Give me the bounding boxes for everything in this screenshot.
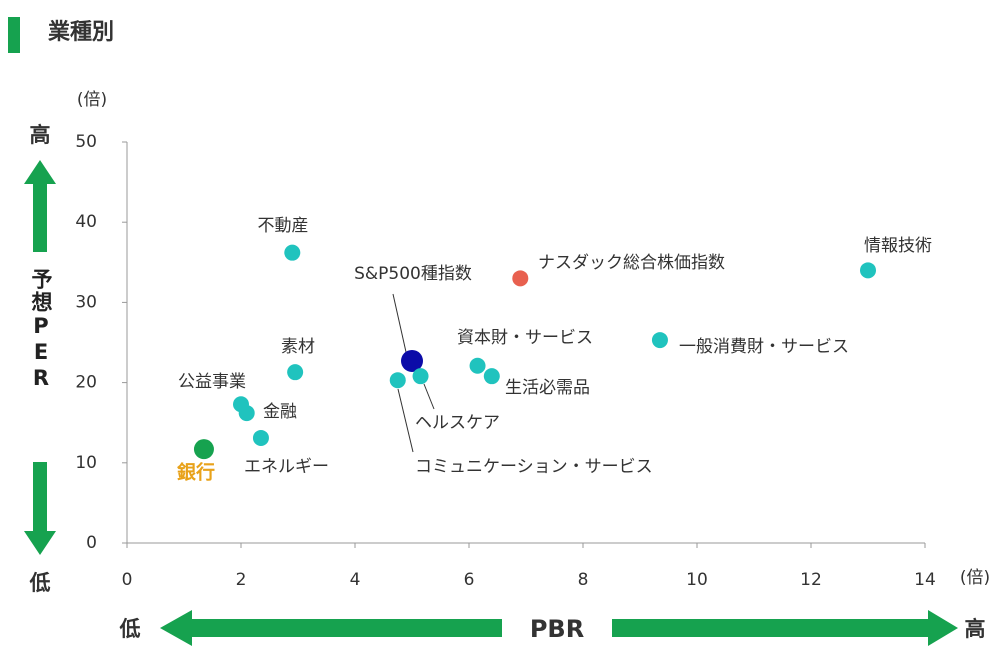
point-label: 情報技術: [864, 236, 932, 256]
point: [389, 372, 406, 389]
point-label: 生活必需品: [505, 378, 590, 398]
point-label: 素材: [281, 337, 315, 357]
point: [193, 439, 214, 460]
y-low: 低: [29, 571, 51, 595]
point: [287, 364, 304, 381]
leader-line: [423, 383, 435, 410]
point: [284, 244, 301, 261]
arrow-left: [160, 610, 502, 646]
point-label: コミュニケーション・サービス: [415, 457, 653, 477]
point-label: 金融: [263, 402, 297, 422]
x-high: 高: [965, 617, 986, 641]
point-label: ヘルスケア: [415, 413, 500, 433]
point: [483, 368, 500, 385]
y-tick-label: 0: [86, 533, 97, 553]
point-label: S&P500種指数: [354, 264, 472, 284]
point-label: 不動産: [258, 216, 309, 236]
point-label: エネルギー: [244, 457, 329, 477]
arrow-up: [24, 160, 56, 252]
x-tick-label: 12: [800, 570, 822, 590]
x-tick-label: 14: [914, 570, 936, 590]
y-tick-label: 50: [75, 132, 97, 152]
point: [860, 262, 876, 279]
point-label: 公益事業: [178, 372, 246, 392]
title: 業種別: [48, 20, 114, 45]
arrow-right: [612, 610, 958, 646]
x-low: 低: [119, 617, 141, 641]
y-label: 予想PER: [29, 268, 53, 392]
y-unit: (倍): [77, 90, 107, 110]
point: [412, 368, 429, 385]
y-high: 高: [30, 123, 51, 147]
point-label: 銀行: [177, 461, 215, 484]
point-label: 資本財・サービス: [457, 328, 593, 348]
point: [469, 357, 486, 374]
arrows: [24, 160, 958, 646]
y-tick-label: 20: [75, 373, 97, 393]
leader-line: [392, 293, 407, 353]
point: [238, 405, 255, 422]
x-tick-label: 6: [464, 570, 475, 590]
x-tick-label: 2: [236, 570, 247, 590]
title-bar: [8, 17, 20, 53]
x-unit: (倍): [960, 568, 990, 588]
x-tick-label: 4: [350, 570, 361, 590]
x-tick-label: 8: [578, 570, 589, 590]
leader-line: [397, 388, 414, 453]
point: [651, 332, 668, 349]
point-label: ナスダック総合株価指数: [538, 253, 725, 273]
point: [512, 270, 529, 287]
x-tick-label: 10: [686, 570, 708, 590]
y-tick-label: 10: [75, 453, 97, 473]
point: [401, 349, 423, 372]
y-tick-label: 30: [75, 292, 97, 312]
arrow-down: [24, 462, 56, 555]
x-label: PBR: [530, 615, 584, 643]
y-tick-label: 40: [75, 212, 97, 232]
point-label: 一般消費財・サービス: [679, 337, 849, 357]
x-tick-label: 0: [122, 570, 133, 590]
point: [252, 429, 269, 446]
